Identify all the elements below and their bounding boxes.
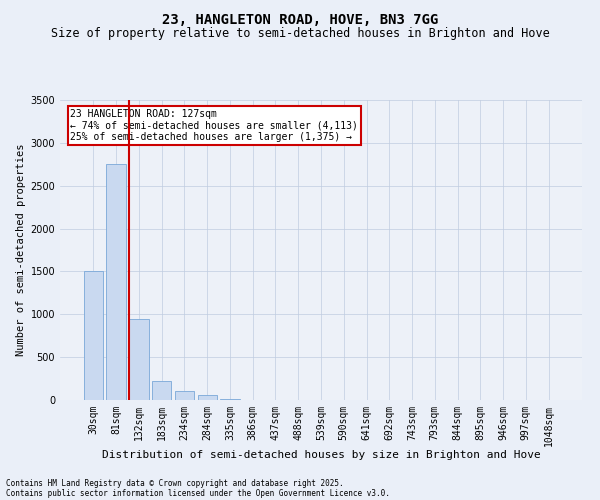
Y-axis label: Number of semi-detached properties: Number of semi-detached properties bbox=[16, 144, 26, 356]
Bar bbox=[152, 381, 172, 400]
Bar bbox=[84, 272, 103, 400]
Bar bbox=[129, 318, 149, 400]
Text: Size of property relative to semi-detached houses in Brighton and Hove: Size of property relative to semi-detach… bbox=[50, 28, 550, 40]
Text: Contains HM Land Registry data © Crown copyright and database right 2025.: Contains HM Land Registry data © Crown c… bbox=[6, 478, 344, 488]
Text: Contains public sector information licensed under the Open Government Licence v3: Contains public sector information licen… bbox=[6, 488, 390, 498]
Bar bbox=[197, 395, 217, 400]
X-axis label: Distribution of semi-detached houses by size in Brighton and Hove: Distribution of semi-detached houses by … bbox=[101, 450, 541, 460]
Text: 23, HANGLETON ROAD, HOVE, BN3 7GG: 23, HANGLETON ROAD, HOVE, BN3 7GG bbox=[162, 12, 438, 26]
Bar bbox=[106, 164, 126, 400]
Bar bbox=[175, 390, 194, 400]
Text: 23 HANGLETON ROAD: 127sqm
← 74% of semi-detached houses are smaller (4,113)
25% : 23 HANGLETON ROAD: 127sqm ← 74% of semi-… bbox=[70, 109, 358, 142]
Bar bbox=[220, 399, 239, 400]
